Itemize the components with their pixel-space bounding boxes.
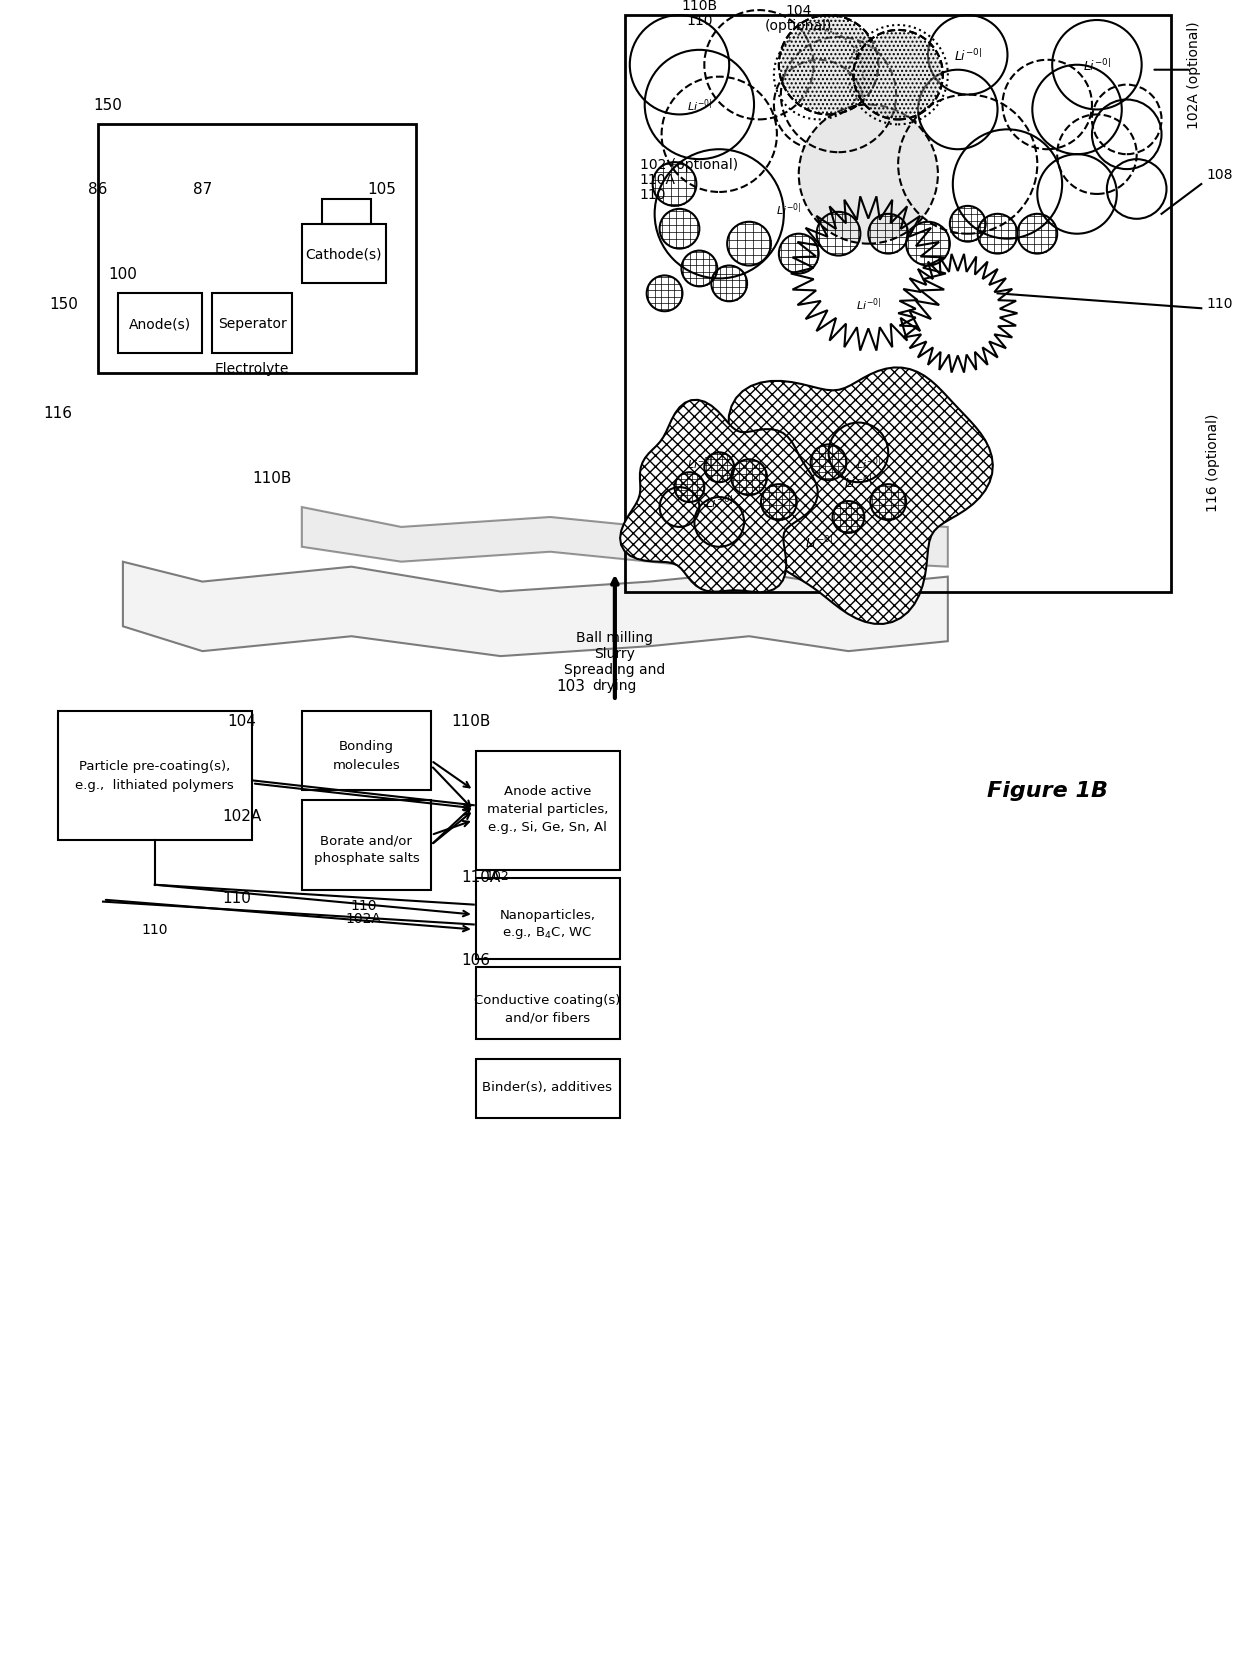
Bar — [301, 801, 432, 890]
Text: Bonding: Bonding — [339, 740, 394, 753]
Text: 110: 110 — [640, 187, 666, 202]
PathPatch shape — [301, 508, 947, 568]
Text: 110B: 110B — [681, 0, 718, 13]
Bar — [476, 1059, 620, 1119]
Text: Conductive coating(s): Conductive coating(s) — [474, 993, 620, 1006]
Text: 150: 150 — [93, 98, 123, 113]
Text: Borate and/or: Borate and/or — [320, 834, 413, 847]
Text: 110A: 110A — [461, 871, 500, 885]
Text: phosphate salts: phosphate salts — [314, 852, 419, 866]
Text: Figure 1B: Figure 1B — [987, 781, 1107, 801]
Circle shape — [781, 18, 875, 113]
Text: e.g., B$_4$C, WC: e.g., B$_4$C, WC — [502, 925, 593, 940]
Text: 110: 110 — [1207, 298, 1233, 311]
Text: Nanoparticles,: Nanoparticles, — [500, 909, 595, 922]
Bar — [301, 225, 387, 285]
Bar — [212, 295, 291, 354]
Text: 110: 110 — [222, 890, 252, 905]
Text: 110B: 110B — [451, 713, 490, 728]
Bar — [476, 968, 620, 1039]
Text: 103: 103 — [556, 679, 585, 693]
Text: 102A: 102A — [222, 808, 262, 823]
Text: Particle pre-coating(s),: Particle pre-coating(s), — [79, 760, 231, 773]
Text: e.g., Si, Ge, Sn, Al: e.g., Si, Ge, Sn, Al — [487, 821, 606, 832]
Text: 150: 150 — [48, 296, 78, 311]
Text: 116: 116 — [43, 405, 73, 420]
Text: 102A (optional): 102A (optional) — [1187, 22, 1202, 129]
PathPatch shape — [123, 563, 947, 657]
Bar — [118, 295, 202, 354]
Text: 100: 100 — [108, 266, 136, 281]
Text: e.g.,  lithiated polymers: e.g., lithiated polymers — [76, 778, 234, 791]
Text: 86: 86 — [88, 182, 108, 197]
Bar — [98, 126, 417, 374]
Text: Ball milling
Slurry
Spreading and
drying: Ball milling Slurry Spreading and drying — [564, 631, 666, 693]
Text: 108: 108 — [1207, 167, 1233, 182]
Text: 110: 110 — [350, 899, 377, 912]
Text: Binder(s), additives: Binder(s), additives — [482, 1081, 613, 1094]
Text: 104: 104 — [786, 3, 812, 18]
Text: $Li^{-0|}$: $Li^{-0|}$ — [687, 455, 712, 472]
Text: 102 (optional): 102 (optional) — [640, 157, 738, 172]
Text: 104: 104 — [227, 713, 257, 728]
Text: 110: 110 — [686, 13, 713, 28]
Text: 105: 105 — [367, 182, 396, 197]
Bar — [58, 712, 252, 841]
Text: $Li^{-0|}$: $Li^{-0|}$ — [1083, 58, 1111, 73]
Text: $Li^{-0|}$: $Li^{-0|}$ — [844, 475, 873, 492]
Bar — [301, 712, 432, 791]
Polygon shape — [620, 401, 817, 592]
Text: molecules: molecules — [332, 758, 401, 771]
Text: $Li^{-0|}$: $Li^{-0|}$ — [856, 455, 880, 472]
Text: material particles,: material particles, — [486, 803, 608, 816]
Bar — [476, 879, 620, 960]
Text: and/or fibers: and/or fibers — [505, 1011, 590, 1024]
Text: 110A: 110A — [640, 172, 676, 187]
Text: Seperator: Seperator — [218, 318, 286, 331]
Circle shape — [856, 33, 941, 118]
Text: $Li^{-0|}$: $Li^{-0|}$ — [706, 495, 733, 511]
Text: 116 (optional): 116 (optional) — [1207, 414, 1220, 511]
Polygon shape — [728, 369, 993, 624]
Text: Electrolyte: Electrolyte — [215, 362, 289, 376]
Text: $Li^{-0|}$: $Li^{-0|}$ — [687, 98, 712, 114]
Circle shape — [799, 106, 937, 245]
Text: $Li^{-0|}$: $Li^{-0|}$ — [954, 48, 982, 63]
Text: 102: 102 — [486, 871, 510, 882]
Text: Anode active: Anode active — [503, 784, 591, 798]
Text: 87: 87 — [192, 182, 212, 197]
Text: 110B: 110B — [252, 470, 291, 485]
Text: 102A: 102A — [346, 910, 382, 925]
Bar — [625, 17, 1172, 592]
Text: Anode(s): Anode(s) — [129, 318, 191, 331]
Text: Cathode(s): Cathode(s) — [305, 248, 382, 261]
Text: 110: 110 — [141, 923, 167, 937]
Bar — [476, 751, 620, 871]
Text: $Li^{-0|}$: $Li^{-0|}$ — [776, 202, 801, 218]
Text: 106: 106 — [461, 952, 490, 967]
Text: (optional): (optional) — [765, 18, 832, 33]
Text: $Li^{-0|}$: $Li^{-0|}$ — [805, 535, 833, 551]
Text: $Li^{-0|}$: $Li^{-0|}$ — [856, 296, 880, 313]
Bar — [321, 200, 371, 225]
